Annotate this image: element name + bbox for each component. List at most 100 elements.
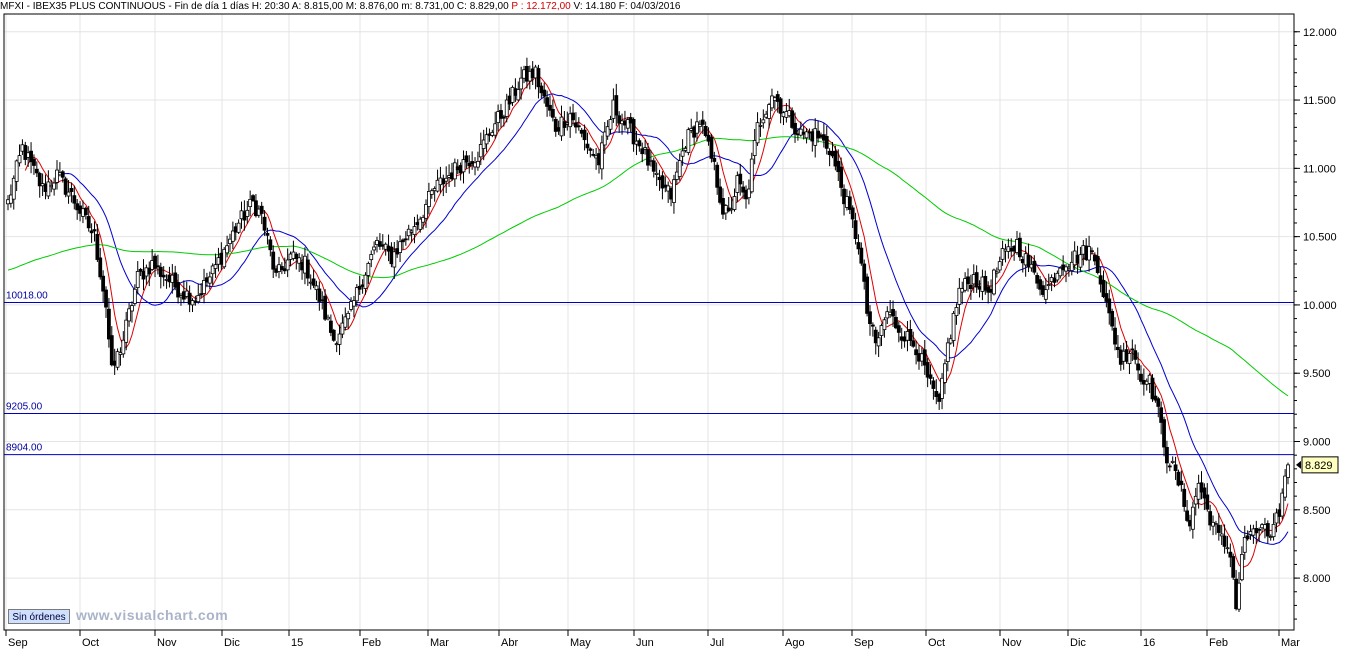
- candle-body: [32, 158, 36, 166]
- candle-body: [928, 374, 933, 379]
- x-tick-label: Feb: [1209, 637, 1228, 649]
- candle-body: [614, 95, 619, 116]
- candle-body: [1159, 407, 1164, 423]
- candle-body: [660, 175, 665, 189]
- candle-body: [1239, 554, 1244, 581]
- volume-text: V: 14.180: [573, 1, 616, 12]
- candle-body: [839, 166, 844, 188]
- candle-body: [424, 204, 428, 219]
- candle-body: [879, 325, 884, 336]
- y-tick-label: 8.500: [1303, 505, 1331, 517]
- candle-body: [403, 238, 408, 241]
- candle-body: [876, 337, 881, 347]
- candle-body: [925, 362, 930, 378]
- candle-body: [236, 222, 241, 233]
- candle-body: [640, 148, 645, 155]
- candle-body: [187, 292, 192, 305]
- candle-body: [17, 155, 22, 164]
- candle-body: [712, 157, 717, 162]
- candle-body: [804, 131, 809, 139]
- candle-body: [1286, 464, 1290, 478]
- candle-body: [582, 129, 587, 141]
- candle-body: [833, 150, 838, 167]
- candle-body: [709, 136, 714, 159]
- time-text: H: 20:30: [251, 1, 290, 12]
- candle-body: [265, 233, 270, 236]
- candle-body: [467, 162, 472, 167]
- candle-body: [1165, 446, 1169, 464]
- x-tick-label: Sep: [854, 637, 874, 649]
- orders-button[interactable]: Sin órdenes: [8, 609, 70, 624]
- candle-body: [983, 276, 988, 291]
- candle-body: [1110, 310, 1115, 327]
- level-label: 10018.00: [6, 290, 48, 301]
- candle-body: [608, 119, 613, 130]
- candle-body: [294, 253, 299, 259]
- candle-body: [700, 119, 705, 125]
- candle-body: [1245, 535, 1250, 540]
- candle-body: [536, 68, 541, 88]
- candle-body: [369, 254, 374, 261]
- candle-body: [86, 216, 91, 229]
- candle-body: [539, 85, 544, 94]
- candle-body: [452, 162, 457, 180]
- candle-body: [1136, 363, 1140, 371]
- candle-body: [305, 259, 310, 279]
- candle-body: [686, 129, 691, 153]
- candle-body: [1087, 246, 1091, 261]
- candle-body: [1043, 289, 1048, 300]
- candle-body: [1173, 464, 1178, 472]
- candle-body: [1167, 465, 1172, 468]
- candle-body: [894, 316, 898, 329]
- candle-body: [11, 177, 16, 200]
- x-tick-label: Nov: [157, 637, 177, 649]
- moving-average-line: [24, 75, 1289, 569]
- candle-body: [262, 216, 267, 231]
- candle-body: [697, 123, 702, 127]
- candle-body: [1214, 523, 1218, 525]
- level-label: 9205.00: [6, 402, 43, 413]
- x-tick-label: Jun: [636, 637, 654, 649]
- symbol-text: MFXI - IBEX35 PLUS CONTINUOUS - Fin de d…: [0, 1, 249, 12]
- last-price-arrow: [1296, 460, 1301, 469]
- candle-body: [591, 153, 596, 156]
- candle-body: [156, 265, 160, 268]
- candle-body: [1280, 492, 1285, 517]
- candle-body: [173, 272, 178, 288]
- candle-body: [1150, 377, 1155, 400]
- candle-body: [816, 130, 820, 139]
- candle-body: [1231, 556, 1236, 578]
- candle-body: [943, 363, 947, 383]
- candle-body: [974, 272, 979, 288]
- candle-body: [1222, 535, 1227, 547]
- candle-body: [873, 329, 878, 344]
- candle-body: [1156, 398, 1161, 407]
- candle-body: [516, 89, 521, 101]
- x-tick-label: Mar: [1281, 637, 1300, 649]
- candle-body: [377, 241, 382, 247]
- candle-body: [1237, 582, 1241, 610]
- candle-body: [738, 173, 743, 185]
- candle-body: [363, 274, 368, 289]
- candle-body: [337, 333, 342, 345]
- candle-body: [1133, 350, 1138, 360]
- candle-body: [412, 226, 417, 236]
- candle-body: [770, 95, 774, 109]
- candle-body: [225, 245, 229, 254]
- candle-body: [98, 257, 103, 278]
- candle-body: [940, 377, 944, 399]
- candle-body: [60, 171, 65, 178]
- candle-body: [654, 172, 659, 175]
- candle-body: [992, 269, 996, 295]
- candle-body: [429, 190, 434, 195]
- candle-body: [83, 207, 88, 216]
- last-price-box: [1301, 456, 1339, 474]
- candle-body: [328, 320, 333, 333]
- candle-body: [271, 251, 276, 270]
- candle-body: [259, 205, 264, 214]
- candle-body: [994, 271, 999, 274]
- x-tick-label: May: [570, 637, 591, 649]
- candle-body: [891, 309, 895, 317]
- candle-body: [1058, 267, 1063, 277]
- candle-body: [55, 169, 59, 183]
